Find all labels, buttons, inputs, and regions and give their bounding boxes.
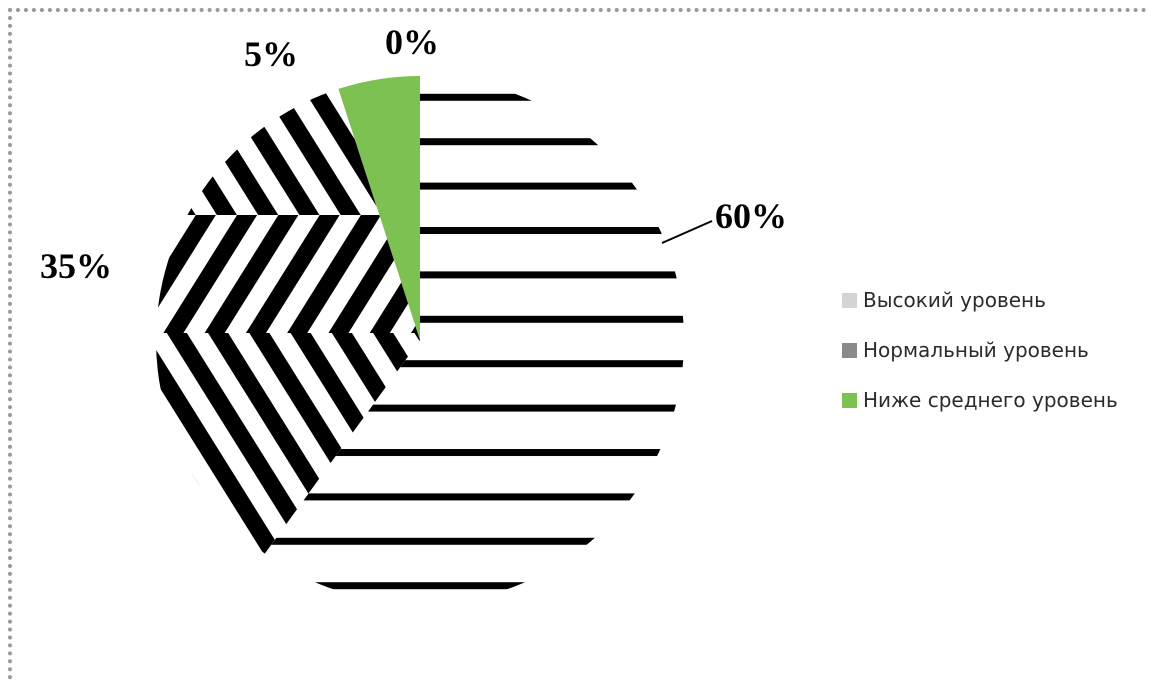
legend-swatch-normal: [842, 342, 857, 358]
chart-frame: [8, 8, 1147, 680]
leader-line-60: [661, 220, 713, 244]
legend-swatch-high: [842, 292, 857, 308]
pie-slice-high: [264, 76, 684, 604]
pie-slice-below: [338, 76, 420, 340]
data-label-5: 5%: [244, 34, 298, 74]
legend-item-high: Высокий уровень: [842, 288, 1118, 312]
legend-label-normal: Нормальный уровень: [863, 338, 1089, 362]
data-label-35: 35%: [40, 246, 112, 286]
legend: Высокий уровень Нормальный уровень Ниже …: [842, 288, 1118, 438]
data-label-0: 0%: [385, 22, 439, 62]
legend-swatch-below: [842, 392, 857, 408]
pie-slice-normal: [155, 88, 420, 554]
legend-label-below: Ниже среднего уровень: [863, 388, 1118, 412]
data-label-60: 60%: [715, 196, 787, 236]
legend-item-below: Ниже среднего уровень: [842, 388, 1118, 412]
legend-item-normal: Нормальный уровень: [842, 338, 1118, 362]
legend-label-high: Высокий уровень: [863, 288, 1046, 312]
